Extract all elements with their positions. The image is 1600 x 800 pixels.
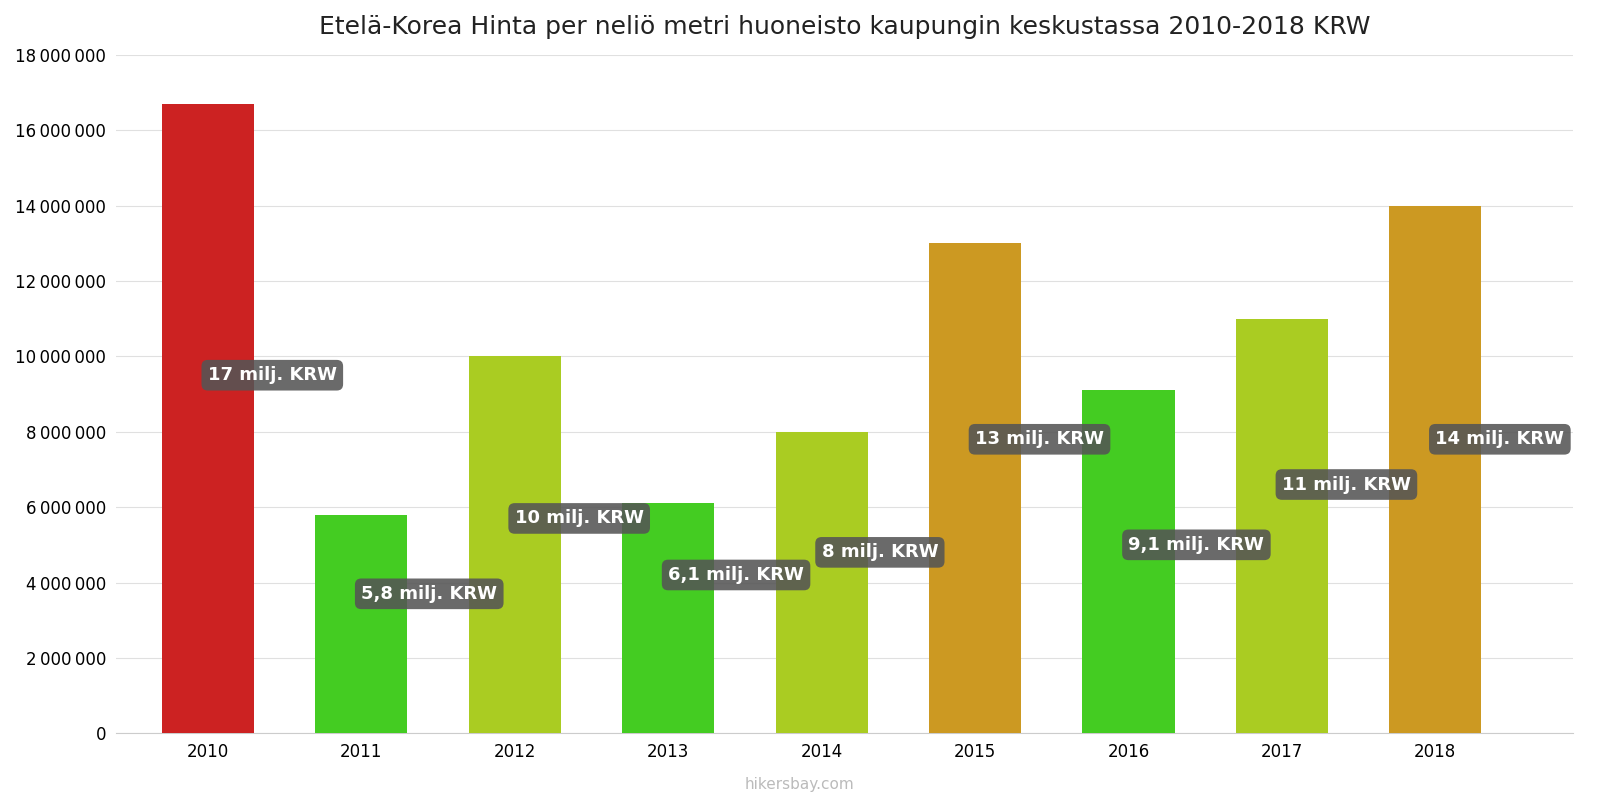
Bar — [622, 503, 714, 734]
Bar — [776, 432, 867, 734]
Text: hikersbay.com: hikersbay.com — [746, 777, 854, 792]
Text: 11 milj. KRW: 11 milj. KRW — [1282, 475, 1411, 494]
Text: 5,8 milj. KRW: 5,8 milj. KRW — [362, 585, 498, 603]
Text: 9,1 milj. KRW: 9,1 milj. KRW — [1128, 536, 1264, 554]
Bar — [930, 243, 1021, 734]
Text: 6,1 milj. KRW: 6,1 milj. KRW — [669, 566, 805, 584]
Bar — [1083, 390, 1174, 734]
Bar — [469, 356, 560, 734]
Title: Etelä-Korea Hinta per neliö metri huoneisto kaupungin keskustassa 2010-2018 KRW: Etelä-Korea Hinta per neliö metri huonei… — [318, 15, 1370, 39]
Bar — [1389, 206, 1482, 734]
Bar — [162, 104, 254, 734]
Text: 17 milj. KRW: 17 milj. KRW — [208, 366, 336, 384]
Text: 8 milj. KRW: 8 milj. KRW — [821, 543, 938, 562]
Text: 10 milj. KRW: 10 milj. KRW — [515, 510, 643, 527]
Bar — [1235, 318, 1328, 734]
Text: 14 milj. KRW: 14 milj. KRW — [1435, 430, 1565, 448]
Text: 13 milj. KRW: 13 milj. KRW — [974, 430, 1104, 448]
Bar — [315, 514, 408, 734]
